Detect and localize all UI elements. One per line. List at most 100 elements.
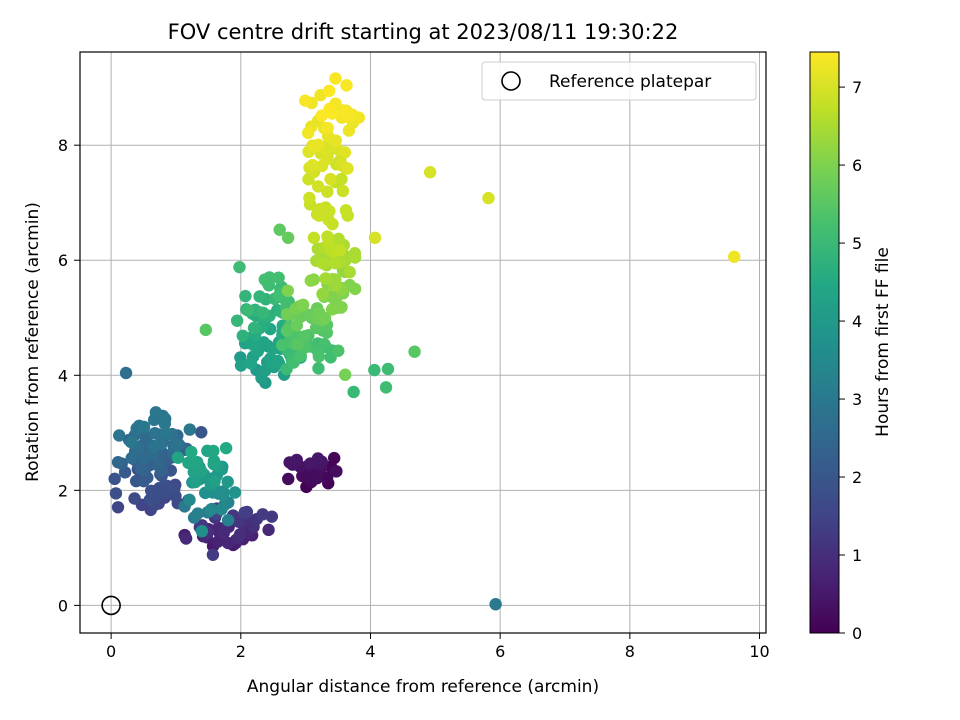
scatter-point — [302, 126, 315, 140]
scatter-point — [134, 462, 147, 475]
scatter-point — [125, 451, 138, 465]
scatter-point — [315, 159, 329, 173]
y-axis-label: Rotation from reference (arcmin) — [23, 202, 43, 482]
reference-platepar-marker — [101, 595, 121, 616]
scatter-point — [379, 381, 393, 394]
scatter-point — [312, 362, 325, 375]
legend-marker-icon — [501, 71, 521, 91]
scatter-point — [423, 166, 437, 179]
scatter-point — [348, 282, 362, 296]
y-tick-label: 8 — [58, 136, 68, 155]
scatter-point — [332, 232, 345, 246]
scatter-point — [241, 304, 255, 317]
colorbar-tick-label: 5 — [852, 234, 862, 253]
scatter-point — [336, 184, 350, 198]
scatter-point — [290, 319, 304, 332]
scatter-point — [234, 527, 247, 541]
scatter-point — [489, 598, 502, 611]
scatter-point — [219, 441, 233, 455]
scatter-point — [343, 265, 356, 279]
colorbar-gradient — [809, 51, 840, 634]
scatter-point — [321, 121, 334, 135]
scatter-point — [340, 79, 353, 92]
scatter-point — [207, 454, 221, 468]
x-tick-label: 6 — [495, 642, 505, 661]
scatter-point — [341, 209, 354, 222]
scatter-point — [195, 426, 208, 439]
x-tick-label: 4 — [365, 642, 375, 661]
scatter-point — [338, 146, 352, 159]
scatter-point — [347, 385, 360, 399]
scatter-point — [273, 223, 286, 236]
scatter-point — [111, 456, 125, 469]
x-tick-label: 2 — [236, 642, 246, 661]
scatter-point — [145, 484, 158, 497]
scatter-point — [221, 536, 235, 550]
colorbar-ticks: 0 1 2 3 4 5 6 7 — [839, 78, 862, 643]
scatter-point — [335, 300, 348, 314]
scatter-point — [183, 423, 196, 436]
scatter-point — [325, 303, 339, 316]
plot-area — [80, 52, 766, 633]
scatter-point — [321, 185, 334, 198]
scatter-point — [191, 456, 204, 469]
scatter-point — [257, 336, 270, 349]
scatter-point — [113, 429, 126, 442]
scatter-point — [381, 362, 395, 376]
colorbar: 0 1 2 3 4 5 6 7 Hours from first FF file — [809, 51, 893, 643]
scatter-point — [276, 338, 289, 352]
scatter-point — [312, 350, 326, 363]
scatter-point — [253, 290, 266, 303]
plot-frame — [79, 51, 767, 634]
scatter-point — [308, 140, 321, 153]
scatter-point — [234, 359, 248, 372]
scatter-point — [322, 84, 336, 98]
scatter-point — [124, 435, 138, 449]
scatter-point — [728, 250, 741, 263]
scatter-point — [183, 493, 196, 507]
scatter-point — [185, 445, 198, 459]
scatter-point — [282, 472, 295, 486]
scatter-point — [338, 105, 351, 118]
scatter-point — [272, 271, 285, 284]
x-axis-ticks: 0 2 4 6 8 10 — [106, 633, 770, 661]
scatter-point — [179, 532, 193, 545]
scatter-point — [330, 465, 343, 478]
colorbar-tick-label: 7 — [852, 78, 862, 97]
scatter-point — [332, 344, 345, 357]
x-axis-label: Angular distance from reference (arcmin) — [247, 677, 599, 697]
scatter-point — [303, 191, 316, 205]
y-axis-ticks: 0 2 4 6 8 — [58, 136, 80, 615]
scatter-point — [221, 475, 234, 488]
scatter-point — [299, 94, 312, 107]
scatter-point — [152, 459, 165, 473]
scatter-point — [256, 306, 270, 320]
colorbar-tick-label: 6 — [852, 156, 862, 175]
scatter-point — [368, 231, 382, 245]
scatter-point — [323, 102, 336, 116]
scatter-point — [199, 323, 212, 337]
scatter-point — [341, 162, 354, 175]
scatter-point — [217, 526, 230, 540]
scatter-point — [158, 412, 172, 426]
scatter-point — [320, 471, 334, 484]
scatter-point — [160, 479, 174, 493]
scatter-points — [108, 72, 741, 611]
scatter-point — [109, 487, 123, 500]
scatter-point — [323, 204, 336, 218]
colorbar-tick-label: 3 — [852, 390, 862, 409]
scatter-point — [215, 503, 228, 516]
scatter-point — [338, 368, 352, 381]
scatter-point — [206, 548, 220, 561]
scatter-point — [119, 366, 133, 380]
scatter-point — [319, 272, 332, 285]
scatter-point — [291, 338, 304, 351]
scatter-point — [244, 357, 258, 370]
y-tick-label: 0 — [58, 596, 68, 615]
scatter-point — [138, 429, 152, 443]
scatter-point — [148, 426, 162, 440]
scatter-point — [159, 427, 173, 440]
scatter-point — [147, 439, 161, 453]
scatter-point — [482, 191, 495, 205]
